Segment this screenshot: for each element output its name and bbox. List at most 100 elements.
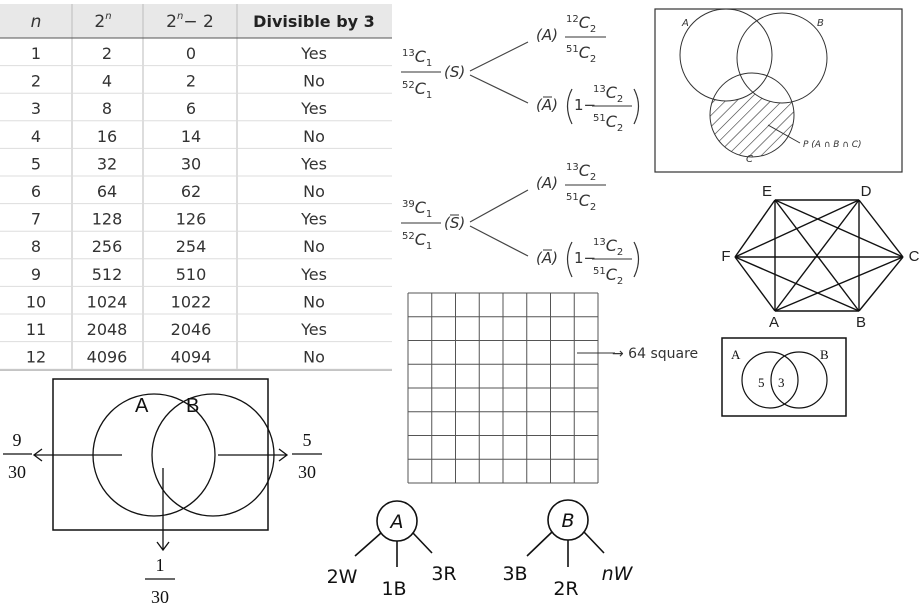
- table-cell: 6: [31, 182, 41, 201]
- vertex-f: F: [721, 248, 730, 265]
- graph-edge: [774, 256, 904, 312]
- grid-label: → 64 square: [612, 346, 698, 362]
- urn-a-label: A: [389, 511, 404, 533]
- table-cell: 10: [26, 292, 46, 311]
- table-header-bg: [0, 4, 392, 38]
- tree1-root-denominator: 52C1: [402, 79, 432, 101]
- right-fraction-denominator: 30: [298, 462, 316, 482]
- table-cell: Yes: [300, 154, 327, 173]
- vertex-e: E: [762, 183, 772, 200]
- table-cell: 512: [92, 265, 123, 284]
- urn-b-item-white: nW: [602, 563, 634, 585]
- table-cell: 32: [97, 154, 117, 173]
- tree2-a-numerator: 13C2: [566, 161, 596, 183]
- table-cell: 254: [176, 237, 207, 256]
- table-cell: 1022: [171, 292, 212, 311]
- tree1-abar-numerator: 13C2: [593, 83, 623, 105]
- table-cell: 16: [97, 127, 117, 146]
- tree1-root-numerator: 13C1: [402, 47, 432, 69]
- venn-two-sets: A B 9 30 5 30 1 30: [3, 378, 322, 607]
- grid-8x8: [407, 292, 599, 484]
- table-cell: 8: [102, 99, 112, 118]
- tree1-root-label: (S): [444, 63, 465, 81]
- urn-a-item-red: 3R: [431, 563, 456, 585]
- table-cell: No: [303, 237, 325, 256]
- graph-edge: [774, 199, 904, 258]
- venn3-label-c: C: [746, 154, 753, 165]
- table-cell: 4: [102, 72, 112, 91]
- urn-b: B 3B 2R nW: [502, 499, 634, 600]
- tree2-root-denominator: 52C1: [402, 230, 432, 252]
- table-cell: No: [303, 292, 325, 311]
- table-cell: 62: [181, 182, 201, 201]
- table-cell: 1: [31, 44, 41, 63]
- table-cell: 4096: [87, 348, 128, 367]
- table-cell: 0: [186, 44, 196, 63]
- venn-label-a: A: [135, 395, 149, 417]
- graph-edge: [734, 199, 860, 258]
- tree1-one-minus: 1−: [574, 96, 596, 114]
- table-cell: 126: [176, 210, 207, 229]
- venn-small: A B 5 3: [721, 337, 847, 417]
- tree2-a-denominator: 51C2: [566, 191, 596, 213]
- table-cell: Yes: [300, 320, 327, 339]
- table-cell: No: [303, 348, 325, 367]
- venn-three-sets: A B C P (A ∩ B ∩ C): [654, 8, 903, 173]
- table-cell: 14: [181, 127, 201, 146]
- table-cell: No: [303, 72, 325, 91]
- tree1-a-numerator: 12C2: [566, 13, 596, 35]
- header-divisible: Divisible by 3: [253, 12, 375, 31]
- bottom-fraction-numerator: 1: [156, 555, 165, 575]
- table-cell: 12: [26, 348, 46, 367]
- venn-small-label-b: B: [820, 347, 829, 362]
- probability-tree-1: 13C1 52C1 (S) (A) 12C2 51C2 (A) 1− 13C2 …: [401, 13, 640, 134]
- header-2n: 2n: [94, 11, 111, 32]
- graph-edge: [774, 199, 860, 312]
- table-cell: 5: [31, 154, 41, 173]
- venn-small-value-ab: 3: [778, 375, 785, 390]
- vertex-a: A: [769, 314, 779, 331]
- tree2-one-minus: 1−: [574, 249, 596, 267]
- urn-b-item-red: 2R: [553, 578, 578, 600]
- tree1-branch-abar: (A): [536, 96, 558, 114]
- table-cell: 11: [26, 320, 46, 339]
- table-cell: 256: [92, 237, 123, 256]
- vertex-b: B: [856, 314, 866, 331]
- table-cell: 2: [31, 72, 41, 91]
- vertex-d: D: [861, 183, 872, 200]
- table-cell: No: [303, 127, 325, 146]
- tree2-branch-abar: (A): [536, 249, 558, 267]
- table-cell: 9: [31, 265, 41, 284]
- table-cell: 3: [31, 99, 41, 118]
- tree2-abar-numerator: 13C2: [593, 236, 623, 258]
- graph-edge: [858, 199, 904, 258]
- tree2-root-label: (S): [444, 214, 465, 232]
- table-cell: No: [303, 182, 325, 201]
- table-cell: 64: [97, 182, 117, 201]
- probability-tree-2: 39C1 52C1 (S) (A) 13C2 51C2 (A) 1− 13C2 …: [401, 161, 640, 287]
- table-cell: Yes: [300, 44, 327, 63]
- urn-b-label: B: [561, 510, 574, 532]
- table-cell: 2048: [87, 320, 128, 339]
- right-fraction-numerator: 5: [303, 430, 312, 450]
- venn3-label-a: A: [681, 18, 689, 29]
- left-fraction-denominator: 30: [8, 462, 26, 482]
- table-cell: 2: [102, 44, 112, 63]
- tree1-branch-a: (A): [536, 26, 558, 44]
- venn-label-b: B: [186, 395, 199, 417]
- graph-edge: [734, 199, 776, 258]
- venn-small-value-a: 5: [758, 375, 765, 390]
- urn-b-item-black: 3B: [502, 563, 527, 585]
- table-cell: 128: [92, 210, 123, 229]
- header-2n-minus-2: 2n− 2: [166, 11, 214, 32]
- venn-small-label-a: A: [731, 347, 741, 362]
- urn-a: A 2W 1B 3R: [327, 500, 457, 600]
- venn3-probability-label: P (A ∩ B ∩ C): [803, 140, 862, 150]
- table-cell: 2046: [171, 320, 212, 339]
- table-cell: Yes: [300, 265, 327, 284]
- bottom-fraction-denominator: 30: [151, 587, 169, 607]
- tree1-abar-denominator: 51C2: [593, 112, 623, 134]
- table-cell: 1024: [87, 292, 128, 311]
